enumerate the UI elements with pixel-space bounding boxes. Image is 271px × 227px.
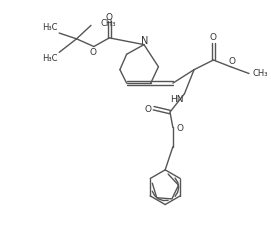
Text: O: O <box>144 105 151 114</box>
Text: O: O <box>106 13 113 22</box>
Text: HN: HN <box>170 95 183 104</box>
Text: O: O <box>176 124 183 133</box>
Text: N: N <box>141 36 149 46</box>
Text: O: O <box>210 33 217 42</box>
Text: O: O <box>228 57 235 67</box>
Text: H₃C: H₃C <box>42 54 57 63</box>
Text: CH₃: CH₃ <box>101 19 116 28</box>
Text: CH₃: CH₃ <box>253 69 268 78</box>
Text: H₃C: H₃C <box>42 23 57 32</box>
Text: O: O <box>89 48 96 57</box>
